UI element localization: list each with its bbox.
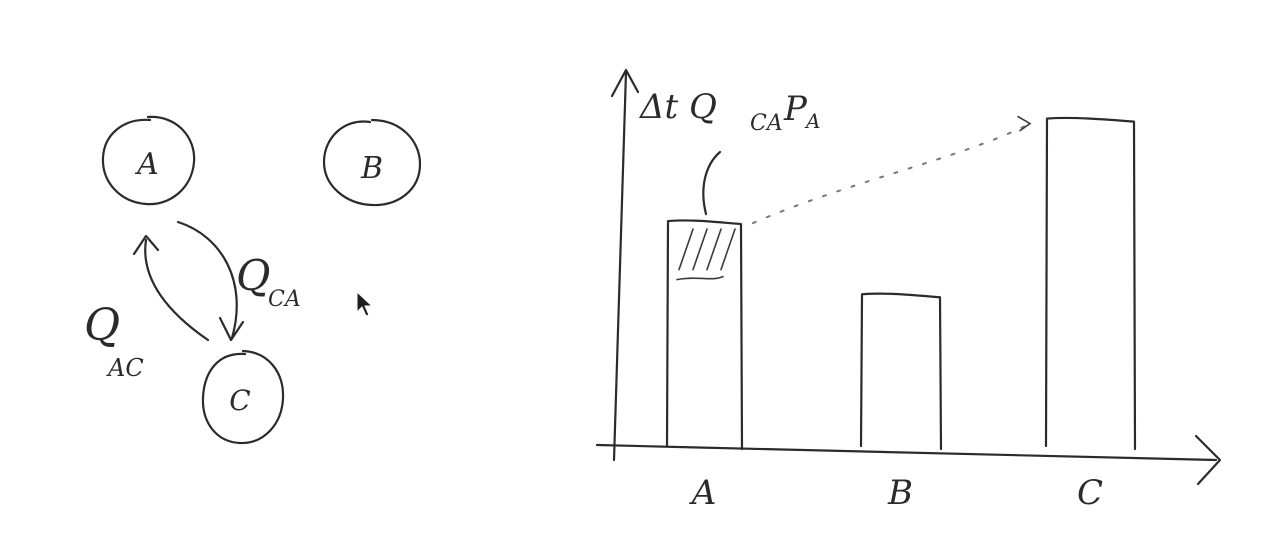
hatch-line xyxy=(678,228,694,271)
x-tick-label-c: C xyxy=(1077,473,1103,513)
hatch-line xyxy=(720,228,736,271)
state-diagram: A B C Q CA Q AC xyxy=(84,115,422,445)
annotation-tail: P xyxy=(783,89,808,129)
bar-a xyxy=(665,219,744,451)
hatch-line xyxy=(706,228,722,271)
x-tick-label-b: B xyxy=(887,473,913,513)
hatch-line xyxy=(692,228,708,271)
annotation-tail-sub: A xyxy=(804,109,820,133)
edge-label-qac-sub: AC xyxy=(106,354,144,382)
node-b-label: B xyxy=(360,151,383,186)
annotation-prefix: Δt Q xyxy=(638,87,717,127)
node-c: C xyxy=(201,349,285,445)
node-c-label: C xyxy=(229,384,250,417)
edge-label-qca: Q CA xyxy=(236,251,301,312)
cursor-icon xyxy=(356,290,374,317)
bar-b xyxy=(859,292,943,451)
x-axis xyxy=(595,434,1222,486)
dotted-transfer-line xyxy=(752,123,1029,225)
y-axis xyxy=(610,68,640,462)
edge-label-qca-main: Q xyxy=(236,251,270,300)
annotation-leader xyxy=(702,150,722,216)
x-tick-labels: A B C xyxy=(689,473,1103,513)
arrow-a-to-c xyxy=(176,220,245,342)
bar-c xyxy=(1044,116,1137,451)
hatched-region xyxy=(676,228,736,281)
edge-label-qac: Q AC xyxy=(84,300,144,382)
edge-label-qac-main: Q xyxy=(84,300,120,351)
annotation-label: Δt Q CA P A xyxy=(638,87,820,136)
arrow-c-to-a xyxy=(132,234,210,342)
node-a-label: A xyxy=(134,147,159,182)
edge-label-qca-sub: CA xyxy=(268,287,301,312)
dotted-transfer-arrowhead xyxy=(1017,115,1032,132)
node-b: B xyxy=(322,118,422,207)
bar-chart: Δt Q CA P A A B C xyxy=(595,68,1222,513)
annotation-sub: CA xyxy=(750,111,783,136)
node-a: A xyxy=(101,115,196,206)
bars xyxy=(665,116,1137,451)
hatch-underline xyxy=(676,275,724,281)
x-tick-label-a: A xyxy=(689,473,717,513)
